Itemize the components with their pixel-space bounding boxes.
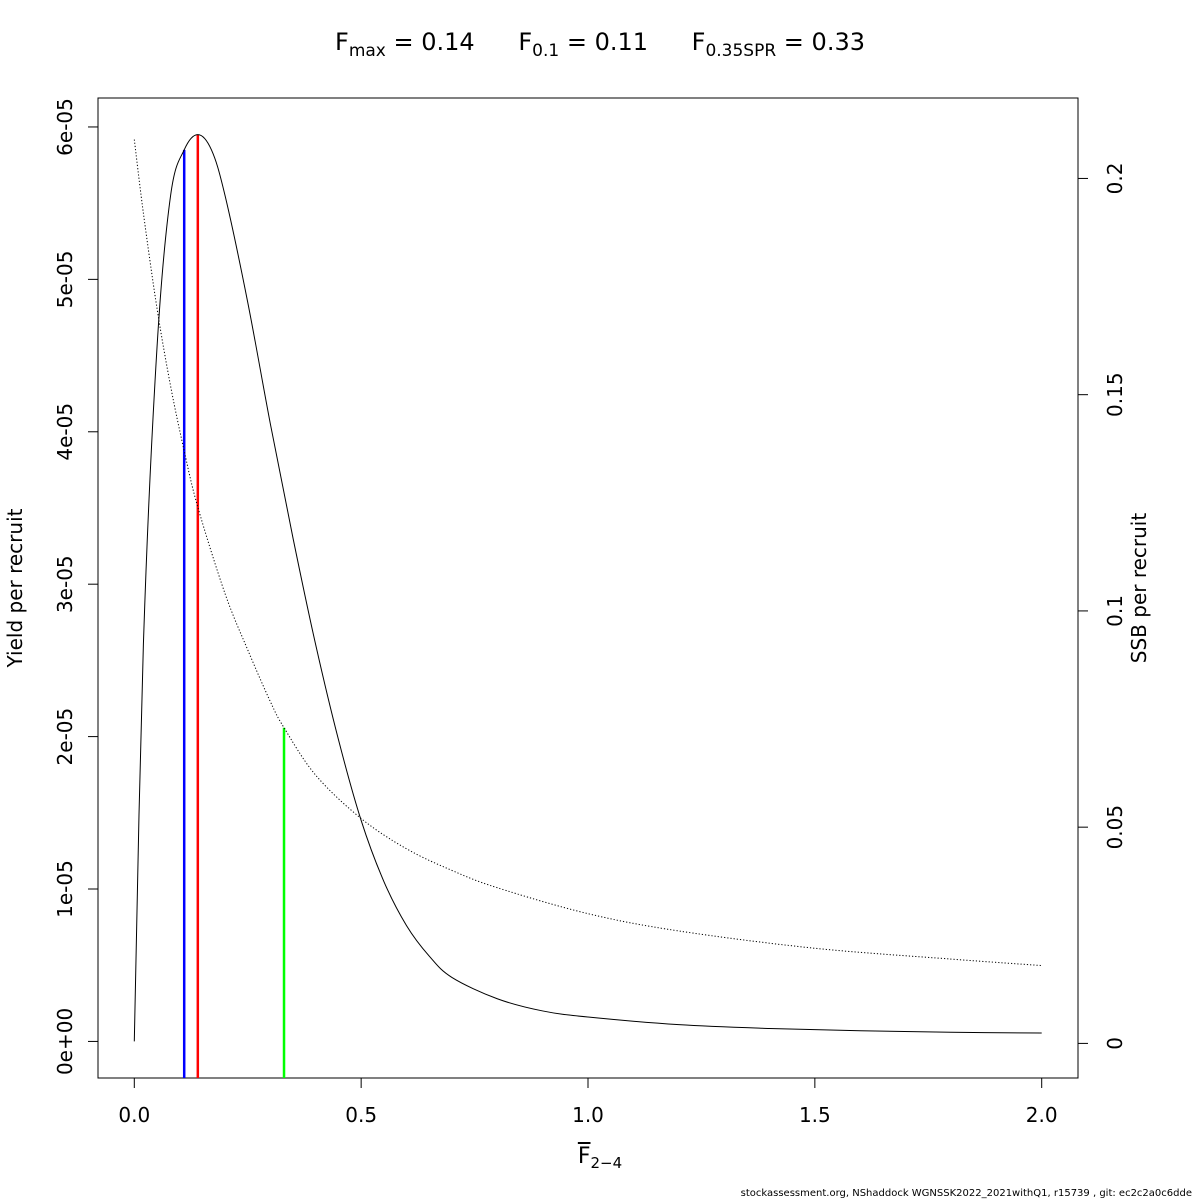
- y-right-tick-label: 0.2: [1103, 163, 1127, 195]
- y-right-tick-label: 0: [1103, 1037, 1127, 1050]
- y-right-tick-label: 0.15: [1103, 372, 1127, 417]
- x-tick-label: 0.5: [345, 1103, 377, 1127]
- y-right-axis-label: SSB per recruit: [1127, 513, 1151, 664]
- y-left-tick-label: 6e-05: [53, 98, 77, 156]
- y-left-tick-label: 2e-05: [53, 708, 77, 766]
- y-left-tick-label: 4e-05: [53, 403, 77, 461]
- y-left-tick-label: 3e-05: [53, 555, 77, 613]
- fmax-label: Fmax = 0.14: [335, 28, 475, 61]
- x-tick-label: 1.5: [799, 1103, 831, 1127]
- x-tick-label: 0.0: [118, 1103, 150, 1127]
- yield-per-recruit-curve: [133, 134, 1042, 1042]
- y-left-tick-label: 0e+00: [53, 1008, 77, 1075]
- chart-title: Fmax = 0.14 F0.1 = 0.11 F0.35SPR = 0.33: [0, 28, 1200, 61]
- plot-frame: [97, 97, 1079, 1079]
- x-tick-label: 1.0: [572, 1103, 604, 1127]
- x-axis-label: F2−4: [577, 1144, 623, 1172]
- y-left-tick-label: 5e-05: [53, 251, 77, 309]
- fspr-label: F0.35SPR = 0.33: [691, 28, 865, 61]
- y-left-axis-label: Yield per recruit: [3, 508, 27, 668]
- ssb-per-recruit-curve: [133, 139, 1042, 967]
- y-right-tick-label: 0.05: [1103, 805, 1127, 850]
- y-left-tick-label: 1e-05: [53, 860, 77, 918]
- footer-credit: stockassessment.org, NShaddock WGNSSK202…: [740, 1188, 1192, 1199]
- y-right-tick-label: 0.1: [1103, 595, 1127, 627]
- x-tick-label: 2.0: [1026, 1103, 1058, 1127]
- f01-label: F0.1 = 0.11: [518, 28, 648, 61]
